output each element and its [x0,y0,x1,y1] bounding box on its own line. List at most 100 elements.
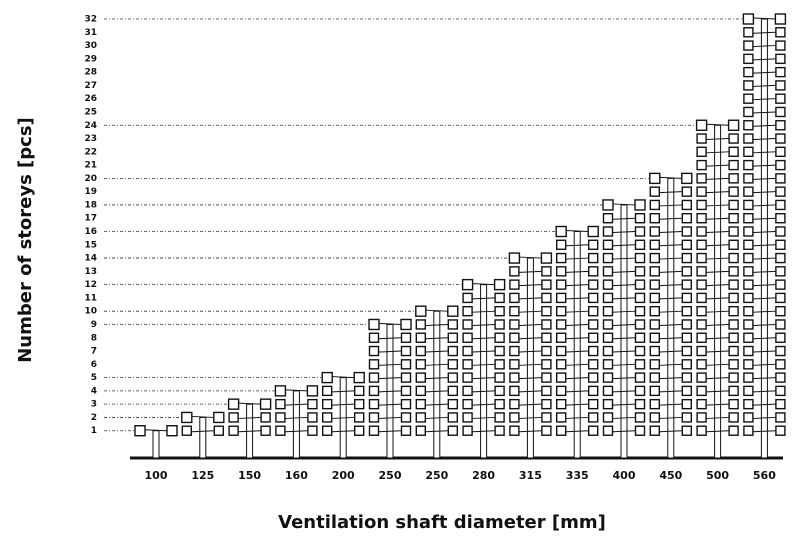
storey-right [353,371,365,384]
branch [659,204,682,207]
storey-right [681,372,692,383]
y-tick-label: 21 [84,161,97,171]
x-axis-title: Ventilation shaft diameter [mm] [278,512,606,533]
y-tick-label: 27 [84,81,97,91]
branch [472,310,495,313]
bar [602,199,646,459]
storey-left [415,398,426,410]
branch [753,138,776,141]
branch [519,284,542,287]
branch [753,124,776,127]
storey-right [681,412,692,423]
y-tick-label: 3 [91,400,97,410]
storey-right [447,372,458,383]
branch [472,297,495,300]
storey-left [556,239,567,250]
storey-left [275,412,286,423]
storey-right [540,252,553,264]
branch [425,377,448,380]
storey-left [322,398,333,410]
branch [425,403,448,406]
storey-right [541,305,552,317]
branch [566,350,589,353]
x-tick-label: 150 [238,469,261,482]
storey-left [602,252,614,264]
branch [566,270,589,273]
storey-left [649,239,660,250]
storey-left [743,53,754,65]
branch [706,270,729,273]
storey-right [728,159,739,171]
storey-right [728,319,739,330]
branch [285,416,308,419]
storey-left [322,412,333,423]
storey-left [556,425,567,436]
storey-left [696,398,707,410]
storey-left [602,305,614,317]
storey-right [400,359,412,370]
storey-left [462,292,473,304]
branch [472,363,495,366]
branch [378,377,402,380]
branch [753,58,776,61]
storey-left [368,345,380,357]
storey-left [743,239,754,250]
shaft [199,416,207,459]
x-tick-label: 100 [145,469,168,482]
storey-left [415,372,426,383]
storey-left [743,398,754,410]
branch [753,84,776,87]
y-tick-label: 7 [91,347,97,357]
branch [659,403,682,406]
storey-right [494,305,505,317]
branch [753,45,776,48]
storey-right [634,332,646,343]
branch [285,389,308,392]
storey-right [588,425,599,436]
storey-left [696,186,707,197]
storey-right [775,80,786,91]
storey-right [775,53,786,65]
storey-left [368,372,380,383]
branch [706,284,729,287]
storey-left [743,305,754,317]
storey-left [602,359,614,370]
branch [332,376,355,379]
storey-right [775,93,786,104]
storey-left [556,345,567,357]
storey-left [602,345,614,357]
branch [659,284,682,287]
storey-right [354,385,365,397]
storey-left [556,359,567,370]
storey-right [541,332,552,343]
y-tick-label: 24 [84,121,97,131]
storey-left [602,332,614,343]
y-tick-label: 11 [84,293,97,303]
storey-right [775,372,786,383]
branch [612,350,636,353]
storey-left [649,199,660,211]
branch [566,416,589,419]
storey-left [462,412,473,423]
storey-left [602,425,614,436]
storey-right [306,385,319,397]
storey-left [509,398,520,410]
y-tick-label: 29 [84,54,97,64]
storey-left [227,398,240,410]
storey-right [634,292,646,304]
branch [378,337,402,340]
storey-left [696,146,707,158]
y-tick-label: 2 [91,413,97,423]
storey-left [696,279,707,290]
storey-right [728,345,739,357]
storey-left [275,398,286,410]
storey-right [634,252,646,264]
y-tick-label: 10 [84,307,97,317]
y-tick-label: 13 [84,267,97,277]
storey-left [602,372,614,383]
branch [706,217,729,220]
storey-right [728,279,739,290]
bar [181,411,225,459]
y-tick-label: 18 [84,200,97,210]
storey-right [587,225,599,238]
